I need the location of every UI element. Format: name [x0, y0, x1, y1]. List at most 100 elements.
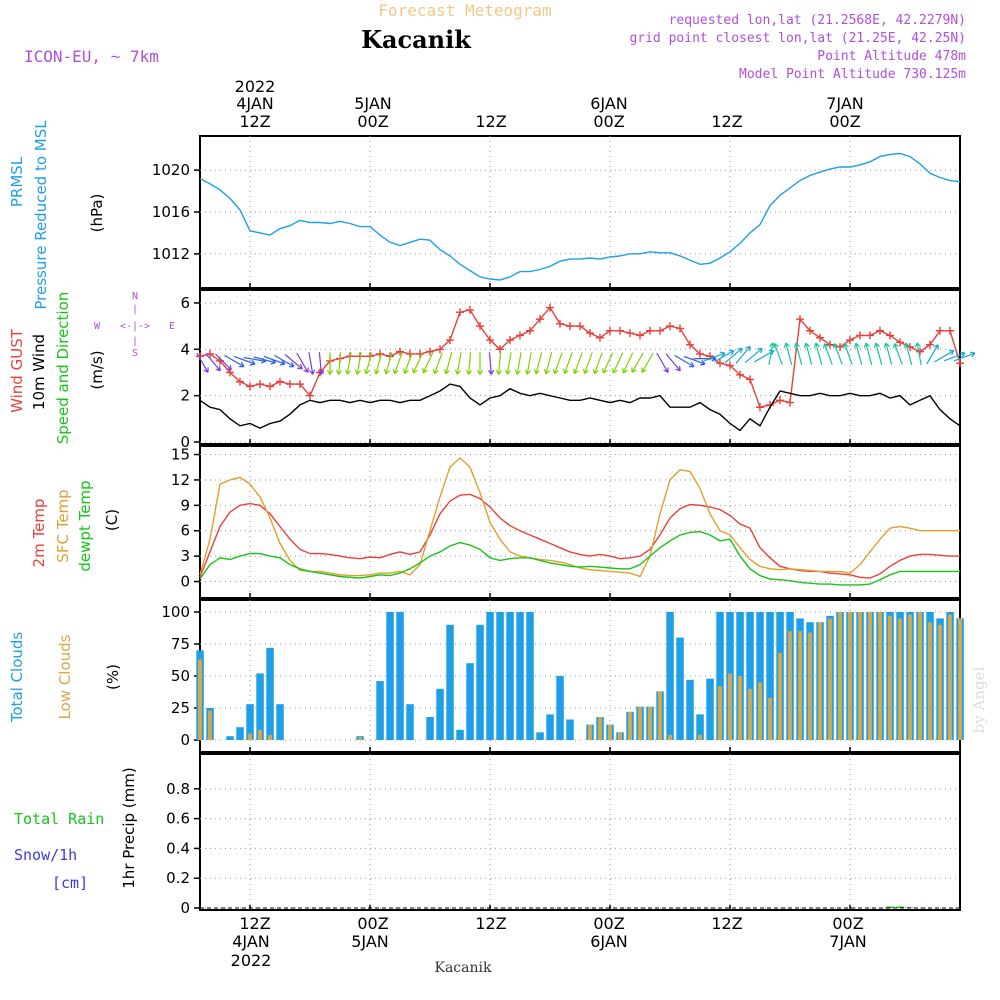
wind-arrow: [683, 355, 706, 366]
clouds-bar: [638, 706, 642, 740]
clouds-bar: [728, 673, 732, 740]
wind-arrow: [284, 354, 303, 370]
precip-frame: [199, 753, 961, 911]
temperature-series-line: [199, 493, 960, 579]
clouds-bar: [256, 673, 264, 740]
wind-arrow: [344, 352, 352, 375]
svg-text:6JAN: 6JAN: [590, 94, 628, 113]
wind-arrow: [823, 343, 833, 365]
clouds-bar: [566, 719, 574, 740]
clouds-bar: [608, 724, 612, 740]
wind-arrow: [514, 352, 522, 375]
wind-arrow: [914, 342, 922, 366]
clouds-bar: [706, 678, 714, 740]
svg-text:(C): (C): [103, 509, 121, 531]
gust-marker: [436, 345, 444, 354]
clouds-bar: [198, 659, 202, 740]
clouds-bar: [536, 732, 544, 740]
wind-arrow: [665, 353, 681, 372]
wind-arrow: [793, 342, 803, 365]
gust-marker: [246, 382, 254, 391]
clouds-bar: [908, 614, 912, 740]
clouds-bar: [878, 612, 882, 740]
temperature-series-line: [199, 456, 960, 578]
pressure-tick-label: 1020: [152, 161, 190, 179]
clouds-bar: [556, 676, 564, 740]
wind-arrow: [233, 355, 256, 366]
wind-arrow: [631, 352, 644, 373]
wind-arrow: [383, 352, 393, 375]
clouds-bar: [456, 729, 464, 740]
wind-arrow: [274, 354, 295, 368]
clouds-bar: [698, 734, 702, 740]
compass-w: W: [94, 321, 101, 332]
clouds-bar: [756, 612, 764, 740]
gust-marker: [746, 375, 754, 384]
clouds-bar: [948, 614, 952, 740]
svg-text:Low Clouds: Low Clouds: [56, 634, 74, 719]
gust-marker: [586, 329, 594, 338]
wind-arrow: [934, 349, 955, 363]
chart-title: Forecast Meteogram: [378, 1, 551, 20]
gust-marker: [606, 326, 614, 335]
svg-text:(hPa): (hPa): [88, 194, 106, 233]
wind-arrow: [412, 352, 424, 374]
temperature-tick-label: 3: [180, 547, 190, 565]
clouds-bar: [276, 704, 284, 740]
gust-marker: [776, 396, 784, 405]
svg-text:Snow/1h: Snow/1h: [14, 846, 77, 864]
wind-arrow: [205, 353, 221, 372]
gust-marker: [886, 331, 894, 340]
wind-arrow: [783, 342, 793, 365]
temperature-tick-label: 6: [180, 522, 190, 540]
clouds-bar: [208, 710, 212, 740]
gust-marker: [526, 326, 534, 335]
clouds-bar: [668, 734, 672, 740]
pressure-tick-label: 1012: [152, 245, 190, 263]
clouds-bar: [466, 663, 474, 740]
compass-s: S: [132, 348, 138, 359]
wind-arrow: [443, 352, 453, 375]
clouds-bar: [376, 681, 384, 740]
wind-panel: 0 2 4 6: [180, 289, 976, 451]
temperature-tick-label: 0: [180, 573, 190, 591]
wind-arrow: [833, 343, 843, 365]
gust-marker: [296, 380, 304, 389]
gust-marker: [566, 322, 574, 331]
clouds-bar: [386, 612, 394, 740]
svg-text:00Z: 00Z: [357, 914, 388, 933]
clouds-bar: [426, 717, 434, 740]
gust-marker: [546, 303, 554, 312]
gust-marker: [596, 333, 604, 342]
clouds-bar: [446, 624, 454, 740]
wind-arrow: [524, 352, 532, 375]
svg-text:5JAN: 5JAN: [354, 94, 392, 113]
wind-arrow: [403, 352, 413, 375]
svg-text:00Z: 00Z: [357, 112, 388, 131]
clouds-bar: [686, 679, 694, 740]
svg-text:5JAN: 5JAN: [351, 932, 389, 951]
gust-marker: [836, 342, 844, 351]
gust-marker: [796, 315, 804, 324]
gust-marker: [686, 340, 694, 349]
wind-tick-label: 0: [180, 433, 190, 451]
gust-marker: [936, 326, 944, 335]
gust-marker: [256, 380, 264, 389]
clouds-bar: [758, 682, 762, 740]
gust-marker: [476, 322, 484, 331]
svg-text:SFC Temp: SFC Temp: [54, 489, 72, 562]
precip-tick-label: 0.6: [166, 810, 190, 828]
gust-marker: [286, 380, 294, 389]
svg-text:Speed and Direction: Speed and Direction: [54, 292, 72, 445]
gust-marker: [716, 359, 724, 368]
wind-arrow: [641, 352, 654, 373]
clouds-bar: [396, 612, 404, 740]
svg-text:10m Wind: 10m Wind: [30, 334, 48, 410]
gust-marker: [266, 382, 274, 391]
wind-arrow: [215, 353, 232, 371]
precip-side-label: Total Rain Snow/1h [cm] 1hr Precip (mm): [14, 767, 138, 892]
wind-arrow: [224, 354, 245, 368]
clouds-bar: [808, 632, 812, 740]
